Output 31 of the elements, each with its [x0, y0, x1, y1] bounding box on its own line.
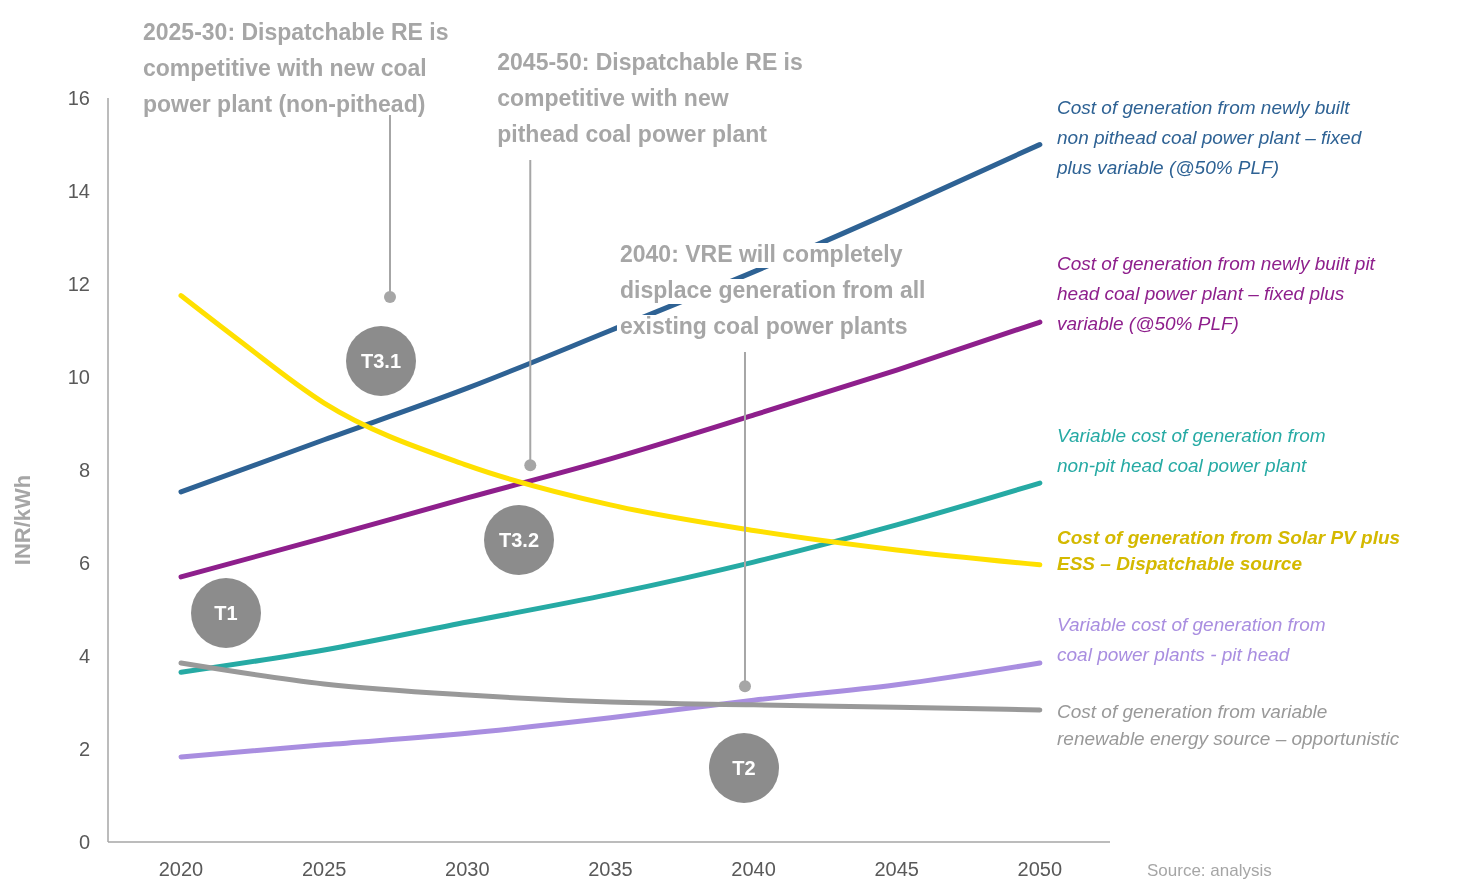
y-axis-title: INR/kWh — [10, 474, 35, 566]
series-label: Variable cost of generation from coal power plants - pit head — [1057, 613, 1326, 665]
annotation: T3.2 — [498, 529, 540, 551]
y-tick-label: 4 — [78, 645, 90, 667]
series-label: Cost of generation from newly built non pithead coal power plant – fixed plus variable (@50% PLF) — [1056, 96, 1363, 178]
y-tick-label: 12 — [67, 273, 90, 295]
annotation: 2040: VRE will completely displace generation from all existing coal power plants — [619, 241, 926, 339]
x-tick-label: 2020 — [158, 858, 204, 879]
annotation: 2025-30: Dispatchable RE is competitive with new coal power plant (non-pithead) — [142, 19, 449, 117]
series-label: Variable cost of generation from non-pit head coal power plant — [1057, 425, 1326, 477]
x-tick-label: 2030 — [445, 858, 490, 879]
y-tick-label: 10 — [67, 366, 90, 388]
annotation: T2 — [732, 757, 756, 779]
x-tick-label: 2045 — [874, 858, 919, 879]
x-tick-label: 2050 — [1017, 858, 1063, 879]
y-tick-label: 16 — [67, 87, 90, 109]
source-note: Source: analysis — [1147, 861, 1272, 879]
series-label: Cost of generation from variable renewable energy source – opportunistic — [1057, 700, 1400, 749]
y-tick-label: 0 — [78, 831, 90, 853]
series-label: Cost of generation from newly built pit head coal power plant – fixed plus variable (@50% PLF) — [1057, 253, 1376, 335]
y-tick-label: 2 — [78, 738, 90, 760]
series-label: Cost of generation from Solar PV plus ESS – Dispatchable source — [1057, 526, 1401, 574]
y-tick-label: 14 — [67, 180, 90, 202]
x-tick-label: 2035 — [588, 858, 633, 879]
x-tick-label: 2025 — [301, 858, 347, 879]
x-tick-label: 2040 — [731, 858, 776, 879]
y-tick-label: 6 — [78, 552, 90, 574]
annotation: 2045-50: Dispatchable RE is competitive with new pithead coal power plant — [497, 49, 803, 147]
annotation: T1 — [214, 602, 238, 624]
y-tick-label: 8 — [78, 459, 90, 481]
annotation: T3.1 — [360, 350, 402, 372]
